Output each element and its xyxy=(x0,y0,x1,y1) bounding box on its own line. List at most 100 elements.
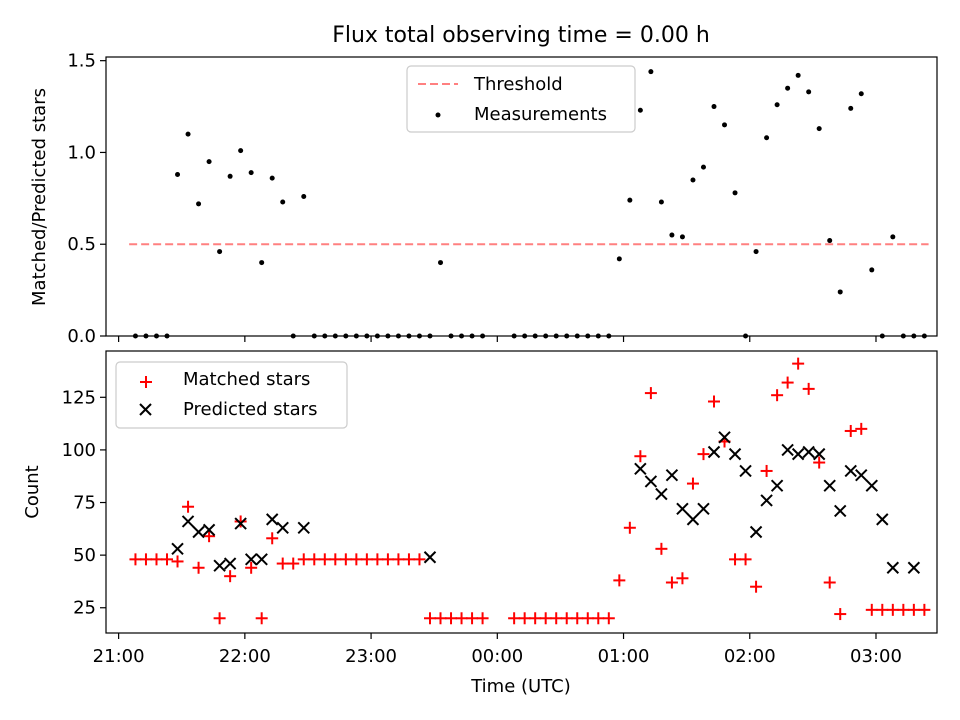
matched-star-marker xyxy=(224,570,237,583)
x-tick-label: 02:00 xyxy=(724,646,776,667)
matched-star-marker xyxy=(297,553,310,566)
predicted-star-marker xyxy=(265,513,279,526)
measurement-point xyxy=(280,199,286,205)
predicted-star-marker xyxy=(255,553,268,566)
matched-star-marker xyxy=(844,424,857,437)
matched-star-marker xyxy=(644,387,657,400)
matched-star-marker xyxy=(665,576,678,589)
matched-star-marker xyxy=(918,603,931,616)
matched-star-marker xyxy=(686,477,699,490)
matched-star-marker xyxy=(171,555,184,568)
measurement-point xyxy=(795,72,801,78)
matched-star-marker xyxy=(234,515,247,528)
bottom-y-axis-label: Count xyxy=(22,465,43,518)
bottom-y-tick-label: 25 xyxy=(73,598,96,619)
matched-star-marker xyxy=(623,521,636,534)
measurement-point xyxy=(438,260,444,266)
legend-predicted-label: Predicted stars xyxy=(183,399,317,420)
matched-star-marker xyxy=(550,612,563,625)
matched-star-marker xyxy=(886,603,899,616)
matched-star-marker xyxy=(813,456,826,469)
predicted-star-marker xyxy=(676,502,689,516)
predicted-star-marker xyxy=(655,487,668,501)
predicted-star-marker xyxy=(781,443,794,457)
predicted-star-marker xyxy=(791,447,805,461)
legend-measurements-label: Measurements xyxy=(474,104,607,125)
matched-star-marker xyxy=(329,553,342,566)
measurement-point xyxy=(627,197,633,203)
matched-star-marker xyxy=(402,553,415,566)
matched-star-marker xyxy=(739,553,752,566)
measurement-point xyxy=(690,177,696,183)
matched-star-marker xyxy=(192,561,205,574)
top-y-axis-label: Matched/Predicted stars xyxy=(29,88,50,306)
measurement-point xyxy=(206,159,212,165)
matched-star-marker xyxy=(129,553,142,566)
matched-star-marker xyxy=(876,603,889,616)
matched-star-marker xyxy=(287,557,300,570)
measurement-point xyxy=(648,69,654,75)
predicted-star-marker xyxy=(223,557,237,570)
matched-star-marker xyxy=(781,376,794,389)
matched-star-marker xyxy=(897,603,910,616)
measurement-point xyxy=(785,85,791,91)
measurement-point xyxy=(806,89,812,95)
matched-star-marker xyxy=(865,603,878,616)
measurement-point xyxy=(259,260,265,266)
matched-star-marker xyxy=(676,572,689,585)
matched-star-marker xyxy=(602,612,615,625)
predicted-star-marker xyxy=(171,542,184,556)
legend-measurements-swatch xyxy=(435,112,441,118)
count-points xyxy=(129,357,931,625)
matched-star-marker xyxy=(360,553,373,566)
legend-matched-label: Matched stars xyxy=(183,369,310,390)
top-y-tick-label: 0.0 xyxy=(67,326,96,347)
measurement-point xyxy=(711,104,717,110)
x-tick-label: 23:00 xyxy=(345,646,397,667)
predicted-star-marker xyxy=(812,447,826,461)
predicted-star-marker xyxy=(876,513,889,526)
matched-star-marker xyxy=(276,557,289,570)
measurement-point xyxy=(658,199,664,205)
predicted-star-marker xyxy=(855,468,868,482)
bottom-legend-box xyxy=(115,361,348,429)
legend-predicted-swatch xyxy=(139,403,152,416)
predicted-star-marker xyxy=(665,468,679,482)
matched-star-marker xyxy=(318,553,331,566)
matched-star-marker xyxy=(392,553,405,566)
matched-star-marker xyxy=(455,612,468,625)
predicted-star-marker xyxy=(202,523,216,537)
measurement-point xyxy=(637,107,643,113)
matched-star-marker xyxy=(203,530,216,543)
matched-star-marker xyxy=(413,553,426,566)
matched-star-marker xyxy=(750,580,763,593)
legend-threshold-label: Threshold xyxy=(473,74,563,95)
measurement-point xyxy=(616,256,622,262)
matched-star-marker xyxy=(476,612,489,625)
matched-star-marker xyxy=(245,561,258,574)
measurement-point xyxy=(185,131,191,137)
matched-star-marker xyxy=(423,612,436,625)
bottom-axis-ticks: 25 50 75 100 125 21:00 22:00 23:00 00:00 01:00 02:… xyxy=(62,387,902,667)
matched-star-marker xyxy=(308,553,321,566)
matched-star-marker xyxy=(266,532,279,545)
matched-star-marker xyxy=(571,612,584,625)
matched-star-marker xyxy=(760,464,773,477)
matched-star-marker xyxy=(697,448,710,461)
x-tick-label: 21:00 xyxy=(93,646,145,667)
measurement-point xyxy=(669,232,675,238)
predicted-star-marker xyxy=(844,464,857,478)
matched-star-marker xyxy=(834,608,847,621)
matched-star-marker xyxy=(729,553,742,566)
bottom-legend: Matched stars Predicted stars xyxy=(115,361,348,429)
measurement-point xyxy=(227,173,233,179)
predicted-star-marker xyxy=(749,525,763,539)
matched-star-marker xyxy=(255,612,268,625)
bottom-y-tick-label: 75 xyxy=(73,493,96,514)
matched-star-marker xyxy=(339,553,352,566)
predicted-star-marker xyxy=(244,553,258,566)
measurement-point xyxy=(196,201,202,207)
predicted-star-marker xyxy=(697,502,710,516)
